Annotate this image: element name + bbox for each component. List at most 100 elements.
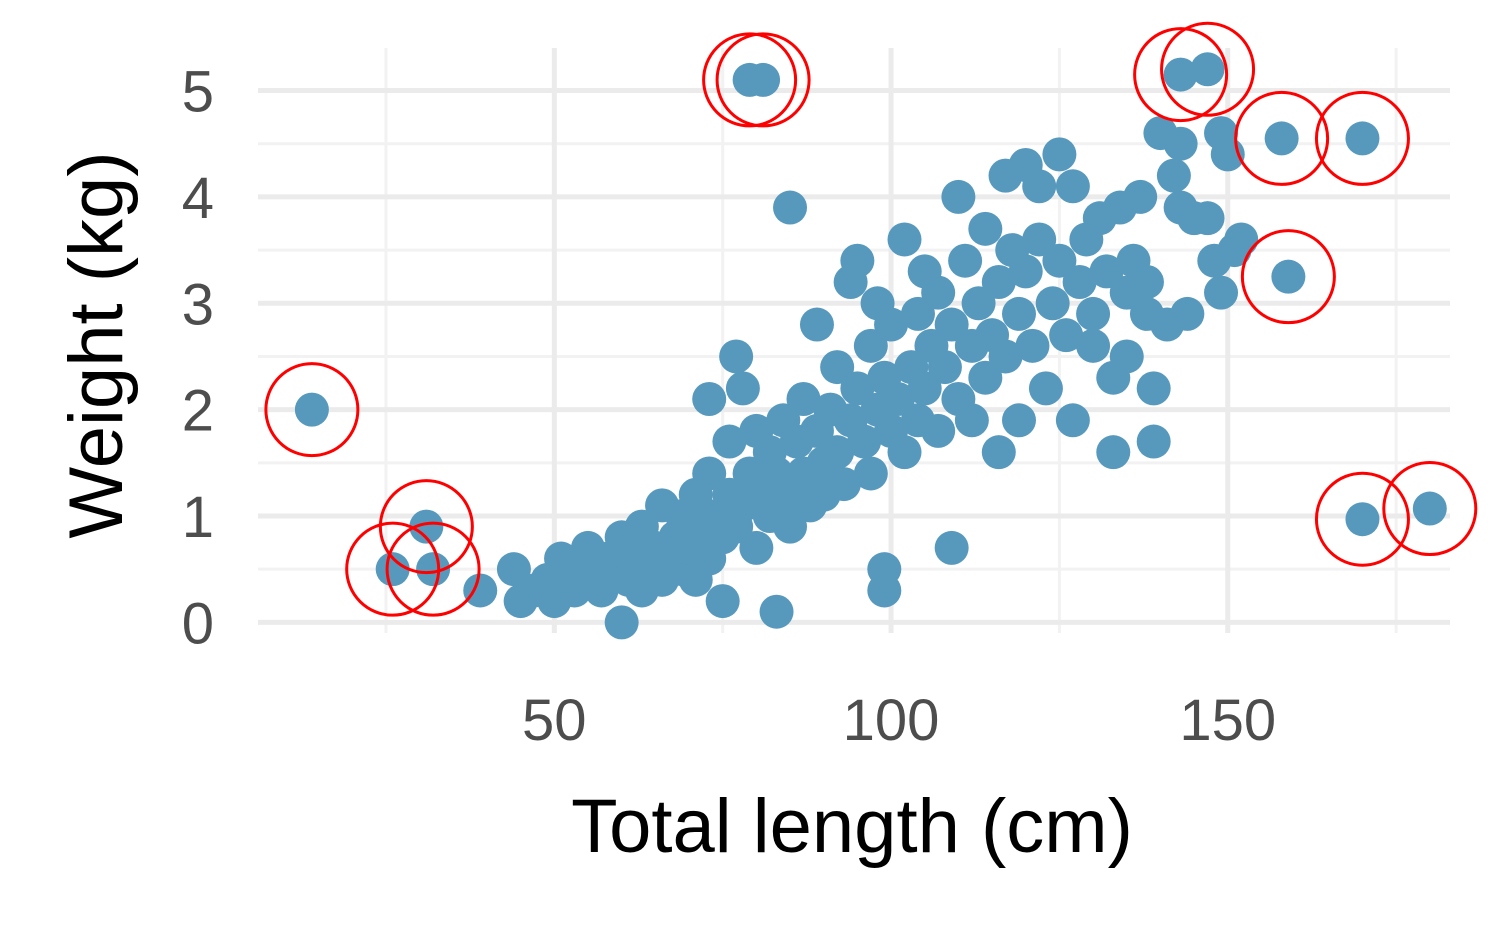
outlier-ring (264, 362, 360, 458)
data-point (1035, 286, 1070, 321)
data-point (840, 371, 875, 406)
data-point (1001, 296, 1036, 331)
data-point (954, 403, 989, 438)
outlier-ring (378, 479, 474, 575)
data-point (961, 286, 996, 321)
y-tick-label: 1 (182, 485, 214, 550)
data-point (1049, 318, 1084, 353)
data-point (1042, 243, 1077, 278)
data-point (463, 573, 498, 608)
data-point (773, 190, 808, 225)
data-point (712, 424, 747, 459)
data-point (1022, 169, 1057, 204)
data-point (1204, 275, 1239, 310)
data-point (1042, 137, 1077, 172)
data-point (847, 424, 882, 459)
outlier-ring (1314, 90, 1410, 186)
data-point (409, 509, 444, 544)
data-point (759, 594, 794, 629)
data-point (1022, 222, 1057, 257)
data-point (820, 435, 855, 470)
data-point (739, 530, 774, 565)
outlier-ring (385, 521, 481, 617)
outlier-ring (1314, 471, 1410, 567)
data-point (826, 467, 861, 502)
data-point (1163, 57, 1198, 92)
x-tick-labels: 50 100 150 (522, 688, 1276, 753)
data-point (1062, 265, 1097, 299)
data-point (1076, 328, 1111, 363)
data-point (725, 371, 760, 406)
data-point (948, 243, 983, 278)
data-point (1190, 52, 1225, 87)
data-point (799, 307, 834, 342)
y-tick-label: 2 (182, 379, 214, 444)
data-points (294, 52, 1447, 640)
outlier-ring (1160, 21, 1256, 117)
y-axis-title: Weight (kg) (54, 151, 139, 538)
data-point (1224, 222, 1259, 257)
data-point (1412, 491, 1447, 526)
x-tick-label: 50 (522, 688, 587, 753)
data-point (1096, 435, 1131, 470)
outlier-ring (715, 32, 811, 128)
data-point (1345, 121, 1380, 156)
data-point (880, 382, 915, 416)
data-point (981, 435, 1016, 470)
data-point (1076, 296, 1111, 331)
data-point (1271, 259, 1306, 294)
data-point (887, 222, 922, 257)
data-point (1136, 424, 1171, 459)
y-tick-label: 3 (182, 272, 214, 337)
outlier-ring (1234, 90, 1330, 186)
data-point (820, 350, 855, 385)
data-point (1055, 169, 1090, 204)
data-point (853, 328, 888, 363)
outlier-ring (1240, 229, 1336, 325)
data-point (746, 62, 781, 97)
x-tick-label: 150 (1179, 688, 1276, 753)
data-point (988, 339, 1023, 374)
data-point (1170, 296, 1205, 331)
data-point (981, 265, 1016, 299)
x-axis-title: Total length (cm) (571, 784, 1133, 869)
data-point (874, 307, 909, 342)
data-point (416, 552, 451, 587)
data-point (927, 350, 962, 385)
data-point (840, 243, 875, 278)
outlier-ring (1133, 27, 1229, 123)
data-point (853, 456, 888, 491)
data-point (692, 456, 727, 491)
y-tick-label: 5 (182, 60, 214, 125)
data-point (1001, 403, 1036, 438)
y-tick-label: 0 (182, 591, 214, 656)
data-point (705, 584, 740, 619)
outlier-ring (345, 521, 441, 617)
data-point (867, 573, 902, 608)
data-point (375, 552, 410, 587)
data-point (773, 509, 808, 544)
data-point (294, 392, 329, 427)
data-point (1109, 339, 1144, 374)
data-point (1136, 371, 1171, 406)
data-point (1055, 403, 1090, 438)
x-tick-label: 100 (843, 688, 940, 753)
data-point (941, 179, 976, 214)
data-point (692, 382, 727, 416)
data-point (1345, 502, 1380, 537)
data-point (934, 307, 969, 342)
data-point (1156, 158, 1191, 193)
data-point (907, 371, 942, 406)
data-point (1008, 254, 1043, 289)
y-tick-label: 4 (182, 166, 214, 231)
outlier-rings (264, 21, 1478, 617)
data-point (1190, 201, 1225, 236)
data-point (968, 360, 1003, 395)
data-point (1163, 126, 1198, 161)
data-point (1123, 179, 1158, 214)
data-point (496, 552, 531, 587)
y-tick-labels: 0 1 2 3 4 5 (182, 60, 214, 657)
outlier-ring (1382, 461, 1478, 557)
data-point (934, 530, 969, 565)
